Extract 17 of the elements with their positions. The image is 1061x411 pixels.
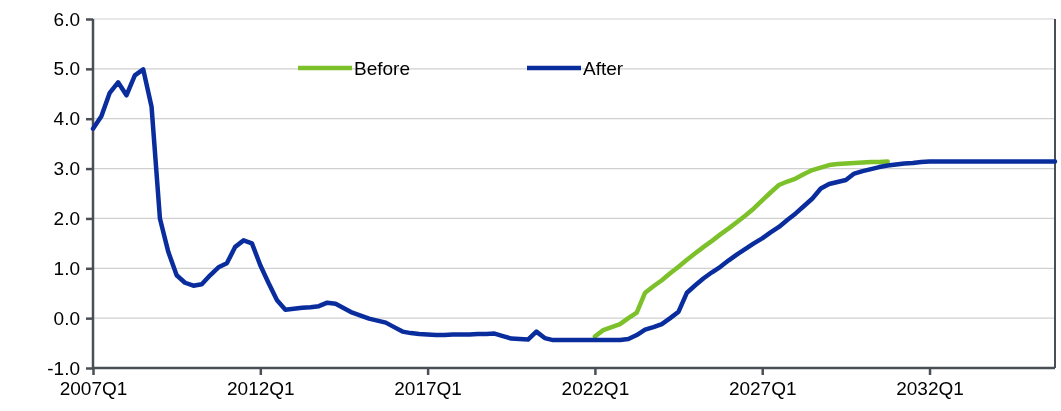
- x-tick-label: 2017Q1: [394, 378, 462, 400]
- y-tick-label: 4.0: [53, 108, 80, 130]
- legend-label: After: [583, 58, 624, 79]
- y-tick-label: 6.0: [53, 8, 80, 30]
- x-tick-label: 2032Q1: [896, 378, 964, 400]
- y-tick-label: 2.0: [53, 208, 80, 230]
- y-tick-label: 0.0: [53, 307, 80, 329]
- x-tick-label: 2022Q1: [561, 378, 630, 400]
- legend-label: Before: [354, 58, 410, 79]
- x-tick-label: 2007Q1: [59, 378, 128, 400]
- y-tick-label: 5.0: [53, 58, 80, 80]
- y-tick-label: 1.0: [53, 257, 80, 279]
- x-tick-label: 2012Q1: [226, 378, 295, 400]
- y-tick-label: 3.0: [53, 158, 80, 180]
- x-tick-label: 2027Q1: [728, 378, 797, 400]
- y-tick-label: -1.0: [47, 357, 80, 379]
- line-series: [592, 159, 890, 339]
